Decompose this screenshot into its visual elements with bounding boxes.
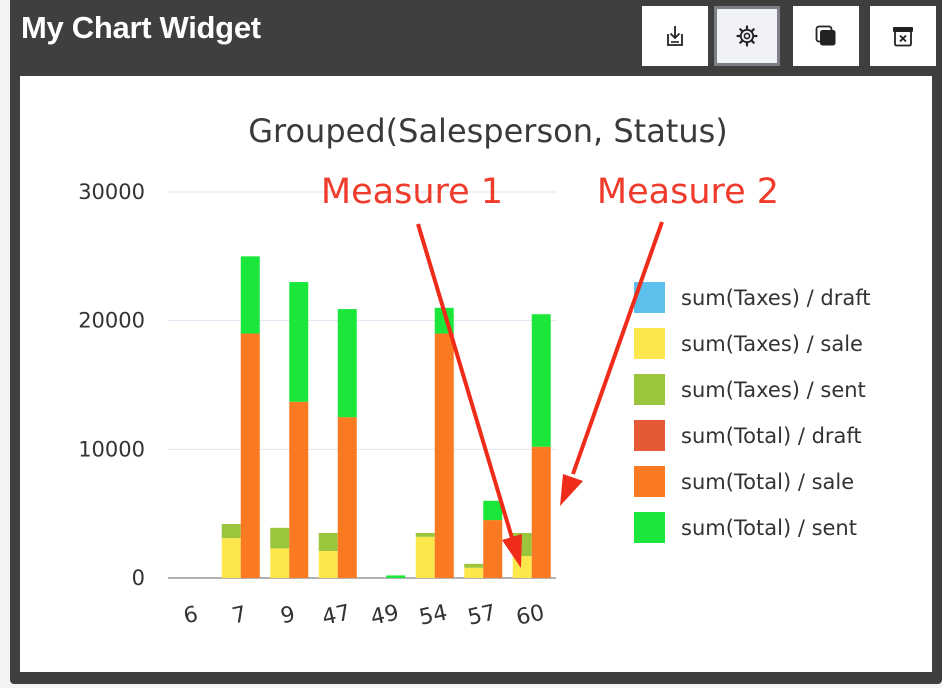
chart-widget: My Chart Widget bbox=[10, 0, 942, 684]
x-tick-label: 9 bbox=[278, 602, 297, 629]
legend-swatch[interactable] bbox=[634, 420, 665, 451]
bar-segment[interactable] bbox=[337, 309, 357, 418]
x-tick-label: 54 bbox=[417, 601, 450, 631]
bar-segment[interactable] bbox=[289, 401, 309, 578]
download-button[interactable] bbox=[642, 6, 708, 66]
x-tick-label: 60 bbox=[514, 601, 547, 631]
copy-icon bbox=[815, 25, 836, 46]
bar-segment[interactable] bbox=[318, 532, 338, 551]
duplicate-button[interactable] bbox=[793, 6, 859, 66]
bar-segment[interactable] bbox=[415, 536, 435, 578]
bar-segment[interactable] bbox=[318, 550, 338, 578]
x-tick-label: 57 bbox=[466, 601, 499, 631]
chart-title: Grouped(Salesperson, Status) bbox=[248, 112, 728, 150]
bar-segment[interactable] bbox=[464, 563, 484, 568]
annotation-measure-1: Measure 1 bbox=[321, 172, 503, 212]
bar-segment[interactable] bbox=[240, 333, 260, 578]
bar-segment[interactable] bbox=[483, 520, 503, 578]
bar-segment[interactable] bbox=[337, 417, 357, 578]
bar-segment[interactable] bbox=[464, 567, 484, 578]
y-tick-label: 10000 bbox=[78, 437, 145, 461]
legend-label[interactable]: sum(Total) / draft bbox=[681, 424, 862, 448]
annotation-arrow-2 bbox=[560, 221, 664, 506]
bar-segment[interactable] bbox=[434, 333, 454, 578]
trash-icon bbox=[893, 27, 913, 47]
bar-segment[interactable] bbox=[289, 282, 309, 402]
legend-swatch[interactable] bbox=[634, 374, 665, 405]
settings-button[interactable] bbox=[714, 6, 780, 66]
legend-label[interactable]: sum(Taxes) / sale bbox=[681, 332, 863, 356]
chart-panel: 0 10000 20000 30000 6 7 9 47 49 54 57 60 sum(Taxes… bbox=[20, 76, 932, 672]
download-icon bbox=[667, 26, 683, 46]
bar-segment[interactable] bbox=[270, 527, 290, 549]
annotation-measure-2: Measure 2 bbox=[597, 172, 779, 212]
widget-title: My Chart Widget bbox=[21, 10, 261, 45]
bar-segment[interactable] bbox=[221, 538, 241, 578]
x-tick-label: 7 bbox=[230, 602, 249, 629]
delete-button[interactable] bbox=[870, 6, 936, 66]
bar-segment[interactable] bbox=[270, 548, 290, 578]
bar-segment[interactable] bbox=[386, 575, 406, 578]
chart: 0 10000 20000 30000 6 7 9 47 49 54 57 60 sum(Taxes… bbox=[78, 112, 870, 631]
legend-label[interactable]: sum(Total) / sent bbox=[681, 516, 857, 540]
x-tick-label: 49 bbox=[369, 601, 402, 631]
legend-label[interactable]: sum(Taxes) / draft bbox=[681, 286, 870, 310]
widget-header: My Chart Widget bbox=[10, 0, 942, 76]
x-tick-label: 47 bbox=[320, 601, 353, 631]
bar-segment[interactable] bbox=[483, 500, 503, 521]
annotation-arrow-1 bbox=[416, 223, 522, 568]
bar-segment[interactable] bbox=[240, 256, 260, 334]
legend-swatch[interactable] bbox=[634, 512, 665, 543]
bar-segment[interactable] bbox=[415, 532, 435, 537]
bar-segment[interactable] bbox=[221, 523, 241, 539]
legend-swatch[interactable] bbox=[634, 466, 665, 497]
y-tick-label: 0 bbox=[132, 566, 145, 590]
gear-icon bbox=[736, 25, 758, 47]
legend-swatch[interactable] bbox=[634, 328, 665, 359]
y-tick-label: 20000 bbox=[78, 309, 145, 333]
legend-label[interactable]: sum(Total) / sale bbox=[681, 470, 854, 494]
y-tick-label: 30000 bbox=[78, 180, 145, 204]
bar-segment[interactable] bbox=[531, 446, 551, 578]
x-tick-label: 6 bbox=[181, 602, 200, 629]
bar-segment[interactable] bbox=[531, 314, 551, 447]
legend-label[interactable]: sum(Taxes) / sent bbox=[681, 378, 866, 402]
